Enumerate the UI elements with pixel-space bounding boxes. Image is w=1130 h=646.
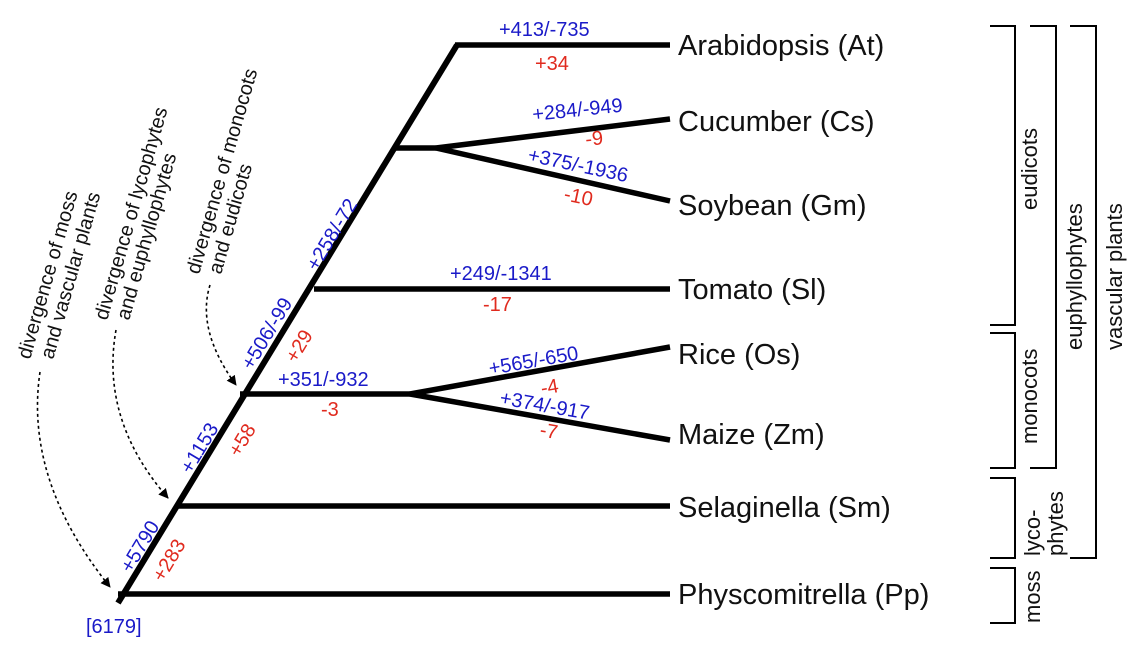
taxon-cucumber: Cucumber (Cs) (678, 106, 875, 138)
pointer-moss-vascular (36, 371, 111, 588)
bracket-monocots (990, 332, 1016, 469)
os-net: -4 (539, 375, 560, 400)
branch-maize (409, 391, 671, 443)
group-euphyllophytes: euphyllophytes (1062, 203, 1087, 350)
monocot-stem-net: -3 (321, 399, 339, 421)
zm-net: -7 (538, 419, 559, 444)
taxon-maize: Maize (Zm) (678, 419, 825, 451)
taxon-physcomitrella: Physcomitrella (Pp) (678, 579, 929, 611)
group-vascular: vascular plants (1102, 203, 1127, 350)
group-lycophytes-line2: phytes (1043, 491, 1068, 556)
group-eudicots: eudicots (1017, 128, 1042, 210)
at-net: +34 (535, 53, 569, 75)
bracket-eudicots (990, 25, 1016, 326)
taxon-selaginella: Selaginella (Sm) (678, 492, 891, 524)
bracket-vascular (1070, 25, 1097, 559)
taxon-rice: Rice (Os) (678, 339, 800, 371)
branch-rice (409, 344, 671, 397)
bracket-lycophytes (990, 477, 1016, 559)
at-gain-loss: +413/-735 (499, 19, 590, 41)
group-monocots: monocots (1017, 349, 1042, 444)
gm-net: -10 (562, 183, 595, 211)
taxon-tomato: Tomato (Sl) (678, 274, 826, 306)
cs-gain-loss: +284/-949 (531, 95, 623, 126)
cs-net: -9 (584, 127, 604, 151)
group-lycophytes-line1: lyco- (1020, 510, 1045, 556)
pointer-lyco-euphyl (112, 329, 169, 499)
root-count: [6179] (86, 616, 142, 638)
monocot-stem-gain-loss: +351/-932 (278, 369, 369, 391)
branch-cucumber (435, 116, 671, 151)
main-spine (115, 43, 460, 605)
taxon-arabidopsis: Arabidopsis (At) (678, 30, 884, 62)
eudicot-stem-net: +29 (281, 326, 317, 366)
sl-gain-loss: +249/-1341 (450, 263, 552, 285)
euphyllophyte-net: +58 (224, 420, 260, 460)
eudicot-core-gain-loss: +258/-72 (302, 195, 362, 274)
bracket-moss (990, 567, 1016, 624)
sl-net: -17 (483, 294, 512, 316)
divergence-annotations: divergence of moss and vascular plants d… (14, 66, 262, 588)
branch-soybean (435, 145, 671, 204)
tree-branches (115, 42, 671, 605)
pointer-mono-eudi (205, 284, 237, 386)
euphyllophyte-gain: +1153 (176, 419, 223, 477)
taxon-soybean: Soybean (Gm) (678, 190, 867, 222)
group-moss: moss (1020, 570, 1045, 623)
taxon-labels: Arabidopsis (At) Cucumber (Cs) Soybean (… (678, 30, 929, 611)
bracket-euphyllophytes (1030, 25, 1057, 469)
group-brackets: eudicots monocots lyco- phytes moss euph… (990, 25, 1127, 624)
